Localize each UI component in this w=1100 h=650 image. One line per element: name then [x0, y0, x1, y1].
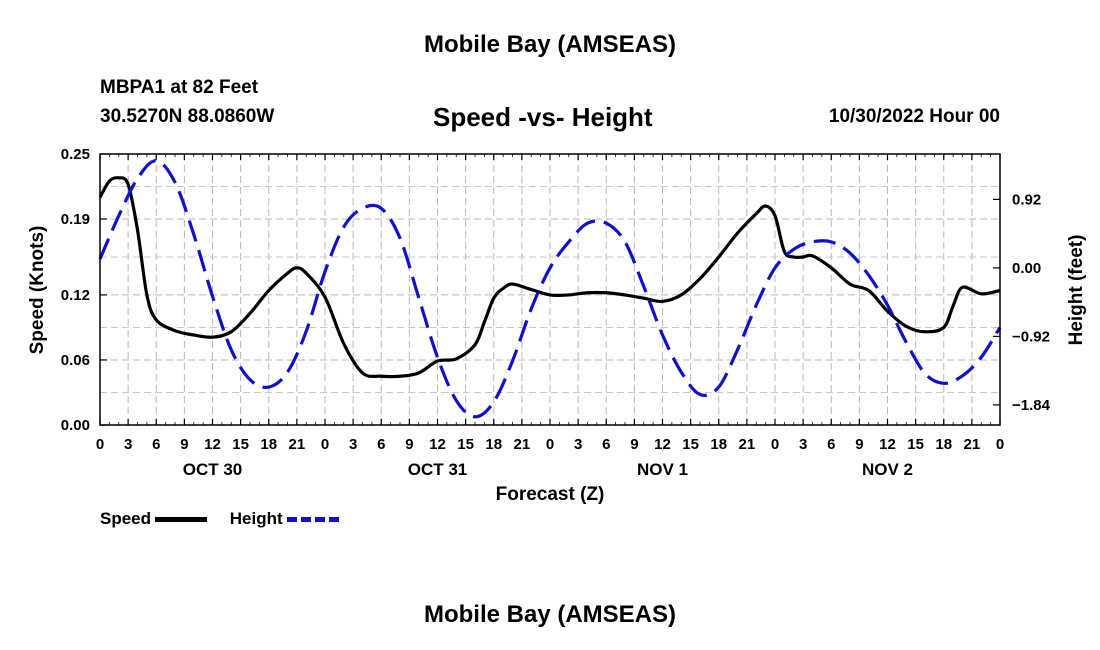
x-tick-label: 12: [429, 436, 446, 453]
series-line-height: [98, 159, 1002, 419]
x-tick-label: 18: [935, 436, 952, 453]
chart-main-title: Mobile Bay (AMSEAS): [423, 31, 677, 58]
y-left-tick-label: 0.19: [61, 211, 90, 228]
footer-chart-title: Mobile Bay (AMSEAS): [423, 601, 677, 628]
x-tick-label: 12: [654, 436, 671, 453]
legend-speed-swatch: [155, 516, 208, 522]
x-tick-label: 12: [204, 436, 221, 453]
x-tick-label: 9: [180, 436, 188, 453]
x-tick-label: 0: [771, 436, 779, 453]
x-tick-label: 3: [349, 436, 357, 453]
x-tick-label: 18: [710, 436, 727, 453]
x-tick-label: 9: [630, 436, 638, 453]
x-axis-label: Forecast (Z): [496, 484, 605, 505]
chart-legend: Speed Height: [100, 509, 357, 529]
x-tick-label: 0: [546, 436, 554, 453]
y-left-tick-label: 0.06: [61, 352, 90, 369]
x-tick-label: 3: [124, 436, 132, 453]
legend-item-height: Height: [230, 509, 339, 529]
x-tick-label: 0: [321, 436, 329, 453]
x-tick-label: 15: [907, 436, 924, 453]
x-tick-label: 9: [405, 436, 413, 453]
x-tick-label: 18: [485, 436, 502, 453]
x-tick-label: 21: [289, 436, 306, 453]
y-right-tick-label: 0.00: [1012, 260, 1041, 277]
chart-subtitle: Speed -vs- Height: [433, 102, 653, 132]
series-line-speed: [98, 176, 1001, 379]
x-tick-label: 6: [152, 436, 160, 453]
x-tick-label: 12: [879, 436, 896, 453]
x-tick-label: 9: [855, 436, 863, 453]
x-tick-label: 15: [232, 436, 249, 453]
y-left-tick-label: 0.12: [61, 287, 90, 304]
forecast-datetime: 10/30/2022 Hour 00: [828, 106, 1000, 127]
x-day-label: NOV 2: [862, 460, 913, 479]
series-lines: [98, 159, 1002, 419]
x-tick-label: 21: [964, 436, 981, 453]
y-left-tick-label: 0.00: [61, 417, 90, 434]
y-right-tick-label: −0.92: [1012, 328, 1050, 345]
x-tick-label: 18: [260, 436, 277, 453]
y-left-tick-label: 0.25: [61, 146, 90, 163]
x-tick-label: 0: [996, 436, 1004, 453]
x-tick-label: 15: [682, 436, 699, 453]
x-day-label: OCT 30: [183, 460, 243, 479]
axes: 0 3 6 9 12 15 18 21 0 3 6 9 12 15 18 21 0 3 6 9 12 15 18 21 0 3 6 9…: [61, 146, 1051, 479]
y-axis-left-label: Speed (Knots): [27, 226, 48, 355]
x-tick-label: 21: [514, 436, 531, 453]
x-day-label: OCT 31: [408, 460, 468, 479]
y-right-tick-label: 0.92: [1012, 191, 1041, 208]
x-tick-label: 15: [457, 436, 474, 453]
legend-height-swatch: [286, 516, 339, 522]
x-tick-label: 3: [574, 436, 582, 453]
station-label: MBPA1 at 82 Feet: [100, 77, 259, 98]
legend-item-speed: Speed: [100, 509, 208, 529]
x-tick-label: 6: [827, 436, 835, 453]
y-axis-right-label: Height (feet): [1066, 235, 1087, 346]
station-coordinates: 30.5270N 88.0860W: [100, 106, 275, 127]
legend-height-label: Height: [229, 509, 283, 528]
x-tick-label: 0: [96, 436, 104, 453]
x-tick-label: 21: [739, 436, 756, 453]
y-right-tick-label: −1.84: [1012, 397, 1051, 414]
x-tick-label: 3: [799, 436, 807, 453]
x-day-label: NOV 1: [637, 460, 688, 479]
x-tick-label: 6: [377, 436, 385, 453]
x-tick-label: 6: [602, 436, 610, 453]
legend-speed-label: Speed: [100, 509, 152, 528]
